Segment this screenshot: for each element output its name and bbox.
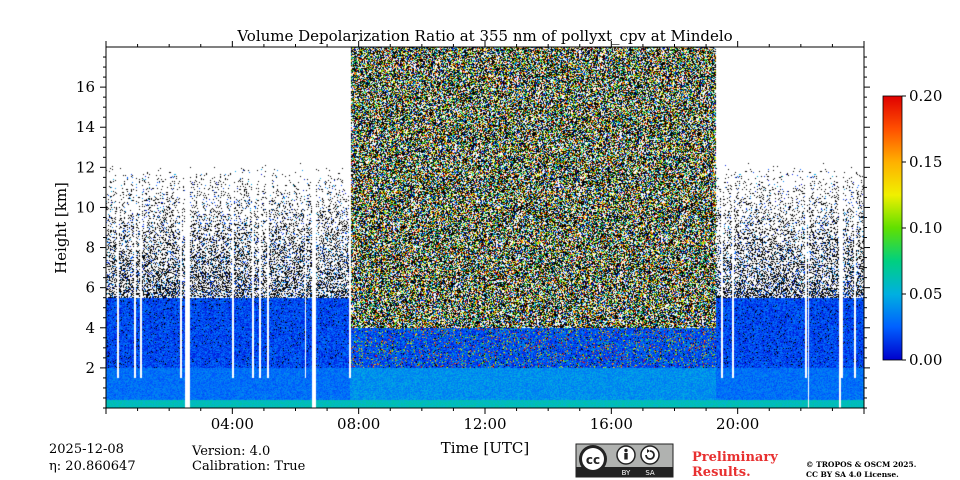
x-axis: 04:00 08:00 12:00 16:00 20:00 bbox=[105, 41, 865, 433]
x-tick-label: 12:00 bbox=[463, 415, 506, 433]
y-tick-label: 4 bbox=[85, 319, 95, 337]
preliminary-line-1: Preliminary bbox=[692, 450, 778, 465]
eta-text: η: 20.860647 bbox=[49, 459, 136, 474]
copyright-line-1: © TROPOS & OSCM 2025. bbox=[806, 460, 916, 469]
cc-license-badge: cc BY SA bbox=[575, 443, 674, 478]
y-tick-label: 12 bbox=[76, 158, 95, 176]
y-tick-label: 6 bbox=[85, 279, 95, 297]
x-tick-label: 04:00 bbox=[211, 415, 254, 433]
y-tick-label: 2 bbox=[85, 359, 95, 377]
colorbar-tick-label: 0.05 bbox=[909, 285, 942, 303]
y-tick-label: 16 bbox=[76, 78, 95, 96]
y-tick-label: 8 bbox=[85, 239, 95, 257]
date-text: 2025-12-08 bbox=[49, 442, 124, 457]
version-text: Version: 4.0 bbox=[191, 444, 270, 459]
colorbar-fill bbox=[882, 95, 903, 361]
run-info: 2025-12-08 η: 20.860647 Version: 4.0 Cal… bbox=[49, 442, 306, 474]
x-tick-label: 20:00 bbox=[716, 415, 759, 433]
preliminary-line-2: Results. bbox=[692, 465, 751, 480]
attribution-person-icon bbox=[616, 445, 636, 465]
x-tick-label: 08:00 bbox=[337, 415, 380, 433]
heatmap-cells bbox=[106, 47, 864, 408]
heatmap-image bbox=[106, 47, 864, 408]
x-axis-label: Time [UTC] bbox=[441, 439, 530, 457]
calibration-text: Calibration: True bbox=[192, 459, 306, 474]
colorbar-tick-label: 0.10 bbox=[909, 219, 942, 237]
share-alike-icon bbox=[640, 445, 660, 465]
chart-title: Volume Depolarization Ratio at 355 nm of… bbox=[236, 27, 732, 45]
copyright-line-2: CC BY SA 4.0 License. bbox=[806, 470, 899, 479]
cc-by-label: BY bbox=[622, 469, 631, 477]
colorbar-tick-label: 0.20 bbox=[909, 87, 942, 105]
creative-commons-icon: cc bbox=[579, 445, 607, 473]
cc-mark: cc bbox=[586, 453, 600, 467]
colorbar: 0.00 0.05 0.10 0.15 0.20 bbox=[882, 87, 942, 369]
heatmap-plot-area bbox=[106, 47, 864, 408]
y-tick-label: 14 bbox=[76, 118, 95, 136]
y-axis-label: Height [km] bbox=[52, 182, 70, 274]
x-tick-label: 16:00 bbox=[590, 415, 633, 433]
y-tick-label: 10 bbox=[76, 198, 95, 216]
cc-sa-label: SA bbox=[645, 469, 655, 477]
y-axis: 2 4 6 8 10 12 14 16 bbox=[76, 56, 870, 409]
colorbar-tick-label: 0.15 bbox=[909, 153, 942, 171]
colorbar-ticks: 0.00 0.05 0.10 0.15 0.20 bbox=[902, 87, 942, 369]
colorbar-tick-label: 0.00 bbox=[909, 351, 942, 369]
